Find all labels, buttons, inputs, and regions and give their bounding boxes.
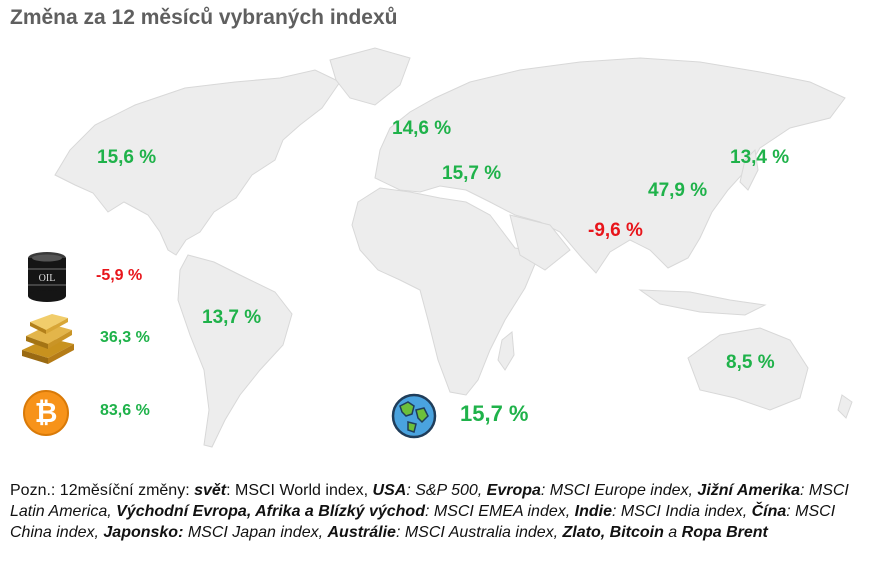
- japan-value: 13,4 %: [730, 147, 790, 168]
- africa-shape: [351, 187, 541, 396]
- australia-shape: [687, 327, 809, 411]
- gold-bars-icon: [22, 314, 74, 364]
- note-australia-key: Austrálie: [327, 524, 396, 541]
- oil-barrel-icon: OIL: [28, 252, 66, 302]
- note-usa-value: : S&P 500,: [406, 482, 487, 499]
- bitcoin-icon: ₿: [23, 390, 69, 436]
- europe-value: 14,6 %: [392, 118, 452, 139]
- oil-value: -5,9 %: [96, 267, 143, 284]
- note-assets-key: Zlato, Bitcoin: [562, 524, 664, 541]
- note-assets-and: a: [663, 524, 682, 541]
- oil-label: OIL: [39, 273, 56, 284]
- note-emea-value: : MSCI EMEA index,: [424, 503, 575, 520]
- svg-text:₿: ₿: [35, 396, 58, 429]
- gold-value: 36,3 %: [100, 329, 150, 346]
- australia-value: 8,5 %: [726, 352, 775, 373]
- latam-value: 13,7 %: [202, 307, 262, 328]
- note-prefix: Pozn.: 12měsíční změny:: [10, 482, 195, 499]
- madagascar-shape: [497, 331, 515, 371]
- note-world-key: svět: [194, 482, 227, 499]
- note-latam-value: : MSCI Latin America,: [10, 482, 849, 520]
- north-america-shape: [54, 69, 341, 256]
- note-usa-key: USA: [372, 482, 407, 499]
- china-value: 47,9 %: [648, 180, 708, 201]
- note-europe-key: Evropa: [486, 482, 541, 499]
- south-america-shape: [177, 254, 293, 448]
- note-world-value: : MSCI World index,: [226, 482, 373, 499]
- arabia-shape: [509, 214, 571, 271]
- globe-icon: [391, 393, 437, 439]
- world-value: 15,7 %: [460, 401, 529, 426]
- note-japan-key: Japonsko:: [103, 524, 184, 541]
- note-australia-value: : MSCI Australia index,: [395, 524, 563, 541]
- usa-value: 15,6 %: [97, 147, 157, 168]
- note-latam-key: Jižní Amerika: [697, 482, 800, 499]
- note-europe-value: : MSCI Europe index,: [540, 482, 698, 499]
- chart-title: Změna za 12 měsíců vybraných indexů: [10, 6, 398, 29]
- emea-value: 15,7 %: [442, 163, 502, 184]
- note-india-value: : MSCI India index,: [611, 503, 752, 520]
- note-china-value: : MSCI China index,: [10, 503, 836, 541]
- bitcoin-value: 83,6 %: [100, 402, 150, 419]
- note-india-key: Indie: [574, 503, 612, 520]
- eurasia-shape: [374, 57, 846, 274]
- world-map: [54, 47, 853, 448]
- footnote: Pozn.: 12měsíční změny: svět: MSCI World…: [10, 480, 862, 543]
- japan-shape: [739, 148, 759, 191]
- new-zealand-shape: [837, 394, 853, 419]
- note-emea-key: Východní Evropa, Afrika a Blízký východ: [116, 503, 425, 520]
- india-value: -9,6 %: [588, 220, 643, 241]
- indonesia-shape: [638, 289, 767, 316]
- note-china-key: Čína: [751, 503, 787, 520]
- note-brent-key: Ropa Brent: [681, 524, 768, 541]
- note-japan-value: MSCI Japan index,: [183, 524, 328, 541]
- greenland-shape: [329, 47, 411, 106]
